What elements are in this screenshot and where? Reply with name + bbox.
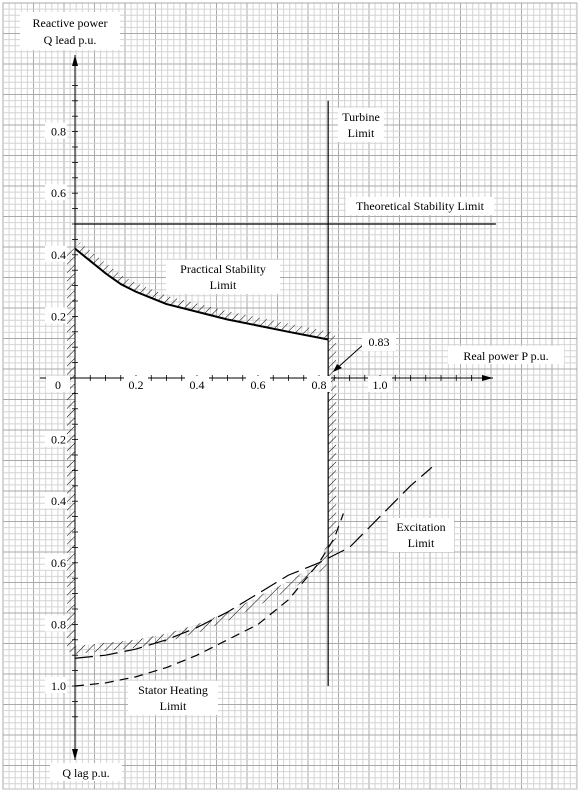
y-tick-lead-0.4: 0.4 bbox=[45, 245, 67, 262]
y-tick-bg bbox=[45, 245, 67, 262]
practical-stability-label-line2: Limit bbox=[210, 278, 237, 292]
x-tick-label: 0.6 bbox=[251, 378, 266, 392]
tick-labels: 0 0.2 0.4 0.6 0.8 1.0 0.2 0.4 0.6 0.8 0.2 0.4 0.6 0.8… bbox=[45, 122, 392, 693]
y-tick-lag-0.8: 0.8 bbox=[45, 615, 67, 632]
stator-heating-label-line2: Limit bbox=[160, 699, 187, 713]
y-tick-bg bbox=[45, 553, 67, 570]
x-tick-bg bbox=[124, 376, 148, 392]
y-tick-lag-0.2: 0.2 bbox=[45, 430, 67, 447]
x-tick-bg bbox=[185, 376, 209, 392]
stator-heating-label-line1: Stator Heating bbox=[138, 683, 208, 697]
turbine-value-arrowhead bbox=[333, 364, 342, 372]
practical-stability-limit-line bbox=[74, 247, 329, 341]
turbine-limit-label: Turbine Limit bbox=[338, 108, 384, 142]
x-tick-bg bbox=[368, 376, 392, 392]
practical-stability-label-line1: Practical Stability bbox=[180, 262, 266, 276]
y-tick-label: 0.4 bbox=[51, 248, 66, 262]
x-tick-0: 0 bbox=[46, 376, 70, 392]
y-tick-label: 0.6 bbox=[51, 556, 66, 570]
x-tick-bg bbox=[307, 376, 331, 392]
operating-region bbox=[75, 248, 329, 646]
limit-curves bbox=[74, 100, 496, 687]
y-tick-lead-0.2: 0.2 bbox=[45, 307, 67, 324]
y-axis-arrow-up bbox=[72, 55, 78, 66]
y-tick-label: 1.0 bbox=[51, 679, 66, 693]
y-tick-label: 0.8 bbox=[51, 125, 66, 139]
x-tick-label: 0 bbox=[55, 378, 61, 392]
y-axis-bottom-title: Q lag p.u. bbox=[50, 763, 122, 781]
y-axis-title-line1: Reactive power bbox=[33, 16, 108, 30]
x-tick-0.2: 0.2 bbox=[124, 376, 148, 392]
y-tick-lag-1.0: 1.0 bbox=[45, 677, 67, 693]
y-tick-bg bbox=[45, 122, 67, 139]
y-axis-arrow-down bbox=[72, 749, 78, 760]
theoretical-stability-label-text: Theoretical Stability Limit bbox=[356, 199, 485, 213]
y-tick-lead-0.6: 0.6 bbox=[45, 184, 67, 201]
excitation-limit-label-line2: Limit bbox=[408, 536, 435, 550]
x-tick-0.6: 0.6 bbox=[246, 376, 270, 392]
turbine-limit-label-line2: Limit bbox=[348, 126, 375, 140]
y-tick-bg bbox=[45, 492, 67, 509]
y-tick-bg bbox=[45, 307, 67, 324]
excitation-limit-label: Excitation Limit bbox=[388, 518, 454, 552]
y-tick-label: 0.8 bbox=[51, 617, 66, 631]
x-tick-label: 0.4 bbox=[190, 378, 205, 392]
excitation-limit-label-line1: Excitation bbox=[396, 520, 445, 534]
y-tick-label: 0.6 bbox=[51, 186, 66, 200]
stator-heating-label: Stator Heating Limit bbox=[128, 681, 218, 715]
y-tick-label: 0.4 bbox=[51, 494, 66, 508]
x-axis-label: Real power P p.u. bbox=[463, 349, 548, 363]
excitation-limit-line bbox=[74, 466, 433, 659]
y-tick-label: 0.2 bbox=[51, 433, 66, 447]
x-tick-bg bbox=[46, 376, 70, 392]
x-axis-title: Real power P p.u. bbox=[448, 346, 564, 364]
x-axis-arrow bbox=[482, 375, 493, 381]
x-tick-bg bbox=[246, 376, 270, 392]
x-tick-label: 0.8 bbox=[312, 378, 327, 392]
y-tick-bg bbox=[45, 677, 67, 693]
y-tick-lag-0.6: 0.6 bbox=[45, 553, 67, 570]
x-tick-label: 0.2 bbox=[129, 378, 144, 392]
x-tick-1.0: 1.0 bbox=[368, 376, 392, 392]
operating-region-fill bbox=[75, 248, 329, 646]
theoretical-stability-label: Theoretical Stability Limit bbox=[346, 197, 494, 215]
turbine-limit-label-line1: Turbine bbox=[342, 110, 380, 124]
practical-stability-label: Practical Stability Limit bbox=[166, 260, 280, 294]
y-axis-title: Reactive power Q lead p.u. bbox=[20, 12, 120, 50]
y-tick-lag-0.4: 0.4 bbox=[45, 492, 67, 509]
turbine-value-annotation: 0.83 bbox=[333, 333, 396, 372]
y-tick-label: 0.2 bbox=[51, 309, 66, 323]
stator-heating-limit-line bbox=[74, 513, 344, 687]
y-tick-bg bbox=[45, 615, 67, 632]
y-tick-bg bbox=[45, 184, 67, 201]
y-tick-bg bbox=[45, 430, 67, 447]
turbine-value-leader bbox=[334, 343, 365, 371]
x-tick-0.4: 0.4 bbox=[185, 376, 209, 392]
x-tick-label: 1.0 bbox=[373, 378, 388, 392]
turbine-value-text: 0.83 bbox=[369, 335, 390, 349]
y-axis-title-line2: Q lead p.u. bbox=[44, 33, 97, 47]
y-tick-lead-0.8: 0.8 bbox=[45, 122, 67, 139]
x-tick-0.8: 0.8 bbox=[307, 376, 331, 392]
y-axis-bottom-label: Q lag p.u. bbox=[62, 766, 109, 780]
